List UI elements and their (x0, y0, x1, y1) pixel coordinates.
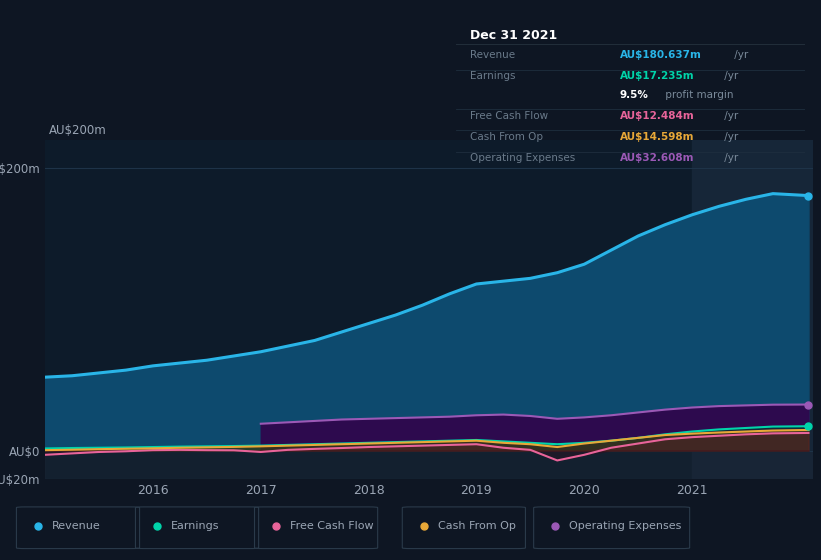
Text: Operating Expenses: Operating Expenses (470, 153, 575, 163)
Text: Earnings: Earnings (470, 72, 515, 81)
Text: /yr: /yr (731, 50, 748, 60)
Bar (692, 140, 821, 479)
Text: /yr: /yr (721, 72, 738, 81)
Text: AU$12.484m: AU$12.484m (620, 111, 695, 121)
Text: Operating Expenses: Operating Expenses (569, 521, 681, 531)
Text: /yr: /yr (721, 132, 738, 142)
Text: AU$17.235m: AU$17.235m (620, 72, 695, 81)
Text: AU$32.608m: AU$32.608m (620, 153, 694, 163)
Text: AU$180.637m: AU$180.637m (620, 50, 701, 60)
Text: Cash From Op: Cash From Op (438, 521, 516, 531)
Text: Cash From Op: Cash From Op (470, 132, 543, 142)
Text: Free Cash Flow: Free Cash Flow (470, 111, 548, 121)
Text: Earnings: Earnings (171, 521, 219, 531)
Text: AU$14.598m: AU$14.598m (620, 132, 694, 142)
Text: 9.5%: 9.5% (620, 90, 649, 100)
Text: profit margin: profit margin (663, 90, 734, 100)
Text: Free Cash Flow: Free Cash Flow (290, 521, 374, 531)
Text: Dec 31 2021: Dec 31 2021 (470, 29, 557, 42)
Text: Revenue: Revenue (470, 50, 515, 60)
Text: /yr: /yr (721, 111, 738, 121)
Text: AU$200m: AU$200m (49, 124, 107, 137)
Text: Revenue: Revenue (52, 521, 100, 531)
Text: /yr: /yr (721, 153, 738, 163)
